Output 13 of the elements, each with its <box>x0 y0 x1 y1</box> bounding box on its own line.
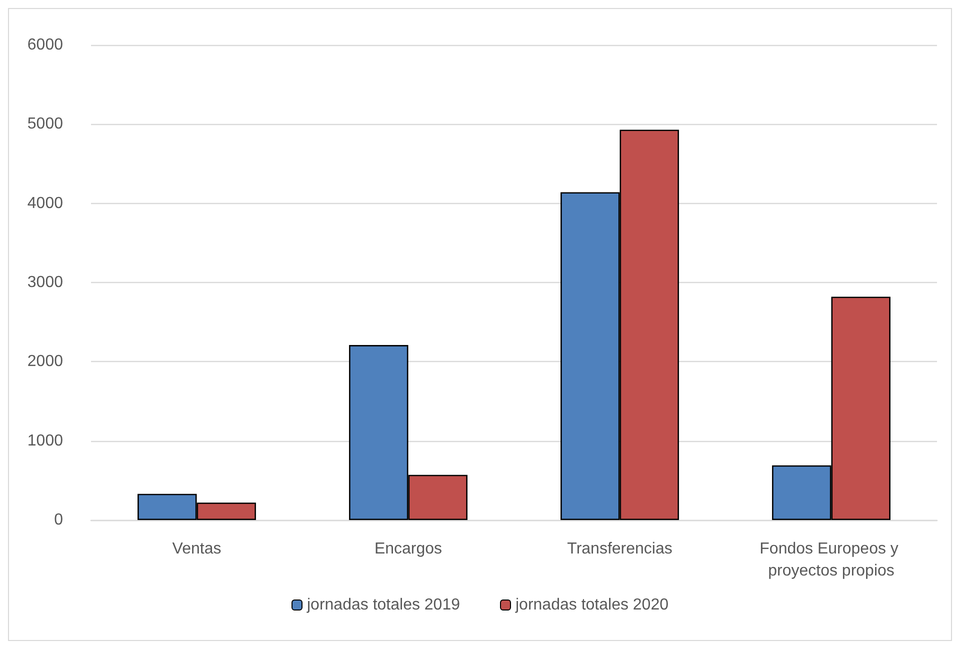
x-tick-label: Encargos <box>374 540 442 558</box>
y-tick-label: 2000 <box>27 353 64 370</box>
legend-label: jornadas totales 2019 <box>306 596 460 614</box>
x-tick-label: Fondos Europeos y proyectos propios <box>760 540 903 580</box>
legend-label: jornadas totales 2020 <box>514 596 669 614</box>
x-tick-label: Ventas <box>172 540 222 558</box>
y-tick-label: 3000 <box>27 274 64 291</box>
y-tick-label: 5000 <box>27 116 64 133</box>
x-tick-label: Transferencias <box>567 540 672 558</box>
y-tick-label: 0 <box>54 512 64 528</box>
y-tick-label: 4000 <box>27 194 64 212</box>
y-tick-label: 6000 <box>27 36 64 54</box>
y-tick-label: 1000 <box>27 432 64 450</box>
